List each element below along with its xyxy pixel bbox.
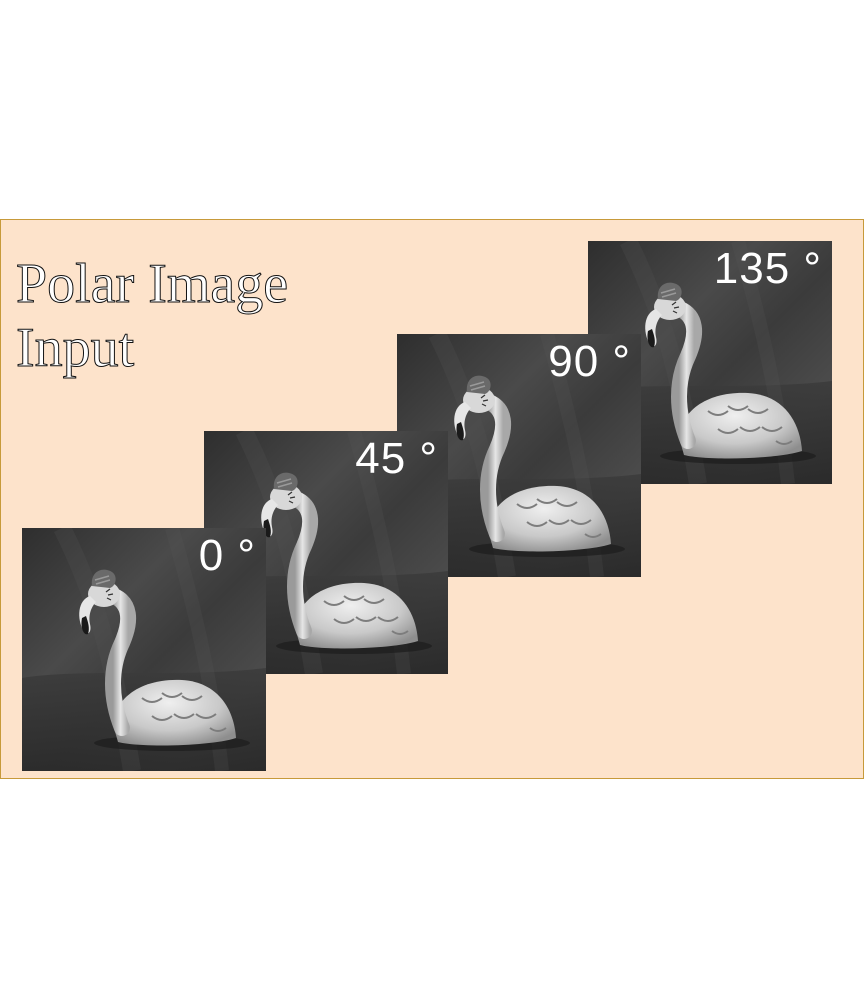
flamingo-photo [22, 528, 266, 771]
title-line-1: Polar Image [15, 253, 289, 316]
angle-label: 45 ° [355, 434, 438, 483]
polar-image-0: 0 ° [22, 528, 266, 771]
angle-label: 135 ° [713, 244, 822, 293]
angle-label: 90 ° [548, 337, 631, 386]
angle-label: 0 ° [198, 531, 256, 580]
title-line-2: Input [15, 317, 135, 380]
diagram-title: Polar Image Input [15, 252, 289, 380]
